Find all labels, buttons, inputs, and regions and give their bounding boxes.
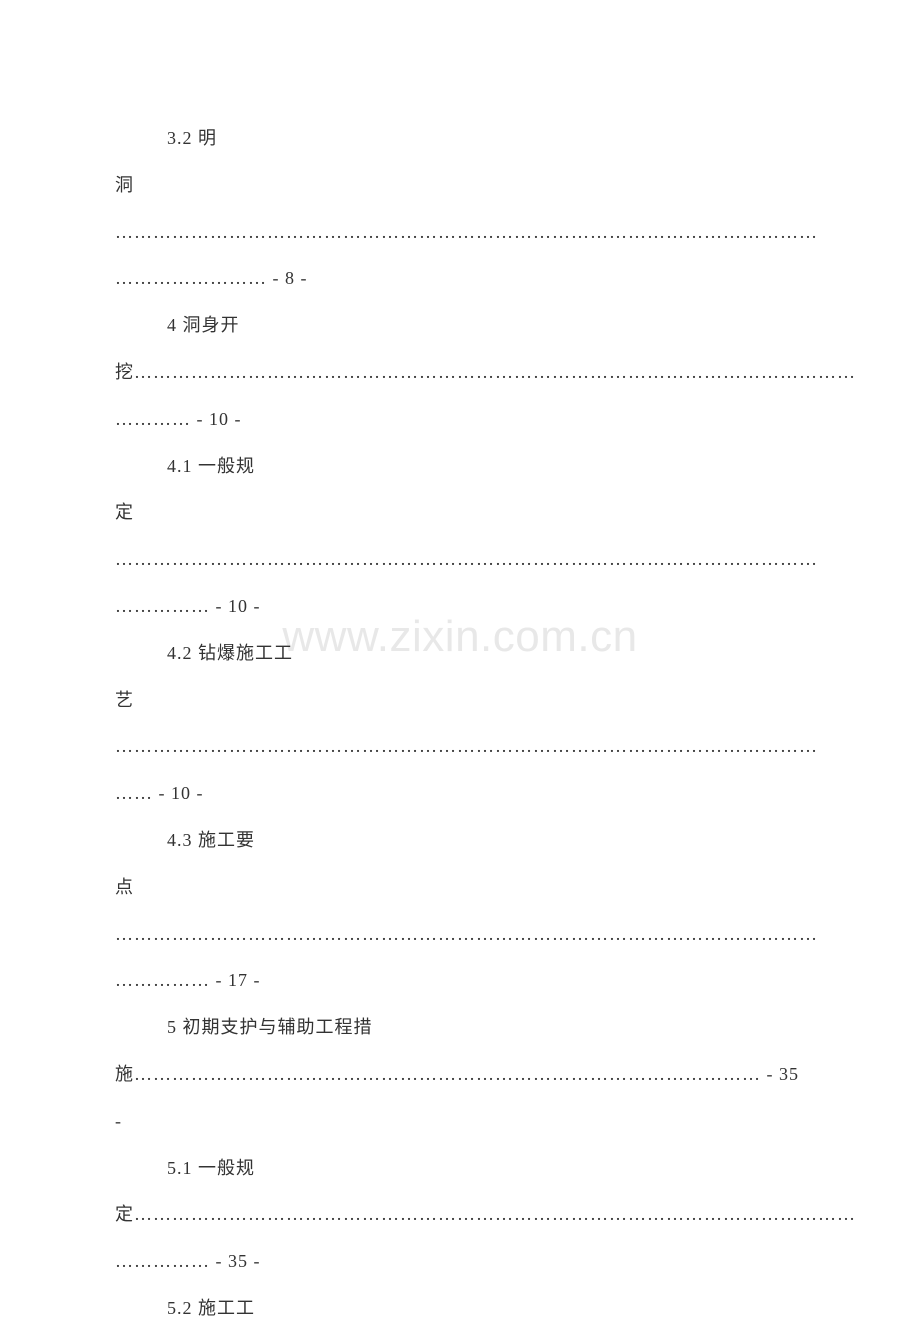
toc-page-ref: …… - 10 - xyxy=(115,770,805,817)
toc-heading: 5 初期支护与辅助工程措 xyxy=(115,1017,373,1037)
toc-page-ref: …………… - 35 - xyxy=(115,1238,805,1285)
toc-heading: 4.3 施工要 xyxy=(115,830,255,850)
toc-entry-5-1: 5.1 一般规 xyxy=(115,1145,805,1192)
toc-container: 3.2 明 洞 ……………………………………………………………………………………… xyxy=(0,0,920,1332)
toc-heading: 5.2 施工工 xyxy=(115,1298,255,1318)
toc-entry-3-2: 3.2 明 xyxy=(115,115,805,162)
toc-entry-4-2: 4.2 钻爆施工工 xyxy=(115,630,805,677)
toc-page-ref: …………………… - 8 - xyxy=(115,255,805,302)
toc-page-ref: ………… - 10 - xyxy=(115,396,805,443)
toc-page-ref: - xyxy=(115,1098,805,1145)
toc-entry-4-3: 4.3 施工要 xyxy=(115,817,805,864)
toc-heading: 4.2 钻爆施工工 xyxy=(115,643,293,663)
toc-continuation: 点 ………………………………………………………………………………………………… xyxy=(115,864,805,958)
toc-heading: 4.1 一般规 xyxy=(115,456,255,476)
toc-heading: 5.1 一般规 xyxy=(115,1158,255,1178)
toc-heading: 4 洞身开 xyxy=(115,315,240,335)
toc-entry-4: 4 洞身开 xyxy=(115,302,805,349)
toc-page-ref: …………… - 17 - xyxy=(115,957,805,1004)
toc-heading: 3.2 明 xyxy=(115,128,217,148)
toc-entry-5-2: 5.2 施工工 xyxy=(115,1285,805,1332)
toc-entry-4-1: 4.1 一般规 xyxy=(115,443,805,490)
toc-entry-5: 5 初期支护与辅助工程措 xyxy=(115,1004,805,1051)
toc-continuation: 挖…………………………………………………………………………………………………… xyxy=(115,349,805,396)
toc-continuation: 艺 ………………………………………………………………………………………………… xyxy=(115,677,805,771)
toc-continuation: 定…………………………………………………………………………………………………… xyxy=(115,1191,805,1238)
toc-page-ref: …………… - 10 - xyxy=(115,583,805,630)
toc-continuation: 施……………………………………………………………………………………… - 35 xyxy=(115,1051,805,1098)
toc-continuation: 定 ………………………………………………………………………………………………… xyxy=(115,489,805,583)
toc-continuation: 洞 ………………………………………………………………………………………………… xyxy=(115,162,805,256)
